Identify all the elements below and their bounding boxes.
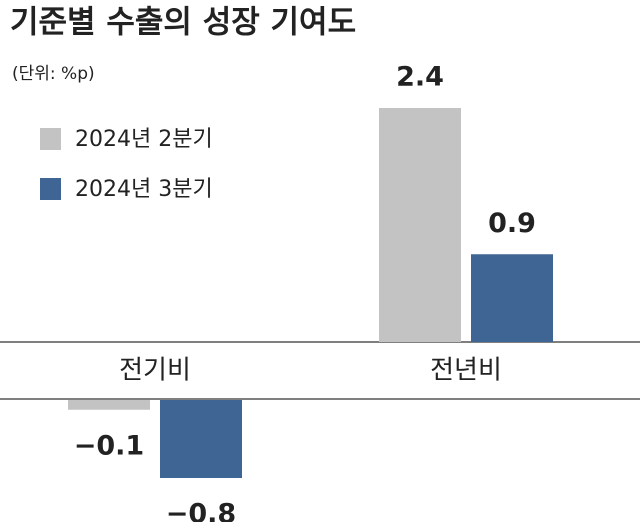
x-tick-label: 전기비 bbox=[119, 356, 191, 386]
legend-label: 2024년 3분기 bbox=[75, 177, 213, 202]
legend-label: 2024년 2분기 bbox=[75, 127, 213, 152]
bar bbox=[68, 400, 150, 410]
bar bbox=[160, 400, 242, 478]
data-label: 2.4 bbox=[396, 62, 444, 93]
data-label: −0.8 bbox=[166, 499, 236, 522]
x-tick-label: 전년비 bbox=[430, 356, 502, 386]
bar bbox=[379, 108, 461, 342]
chart-title: 기준별 수출의 성장 기여도 bbox=[10, 5, 356, 41]
data-label: 0.9 bbox=[488, 208, 536, 239]
data-label: −0.1 bbox=[74, 430, 144, 461]
chart-subtitle: (단위: %p) bbox=[12, 64, 95, 84]
legend-swatch bbox=[40, 178, 61, 200]
bar bbox=[471, 254, 553, 342]
legend-swatch bbox=[40, 128, 61, 150]
